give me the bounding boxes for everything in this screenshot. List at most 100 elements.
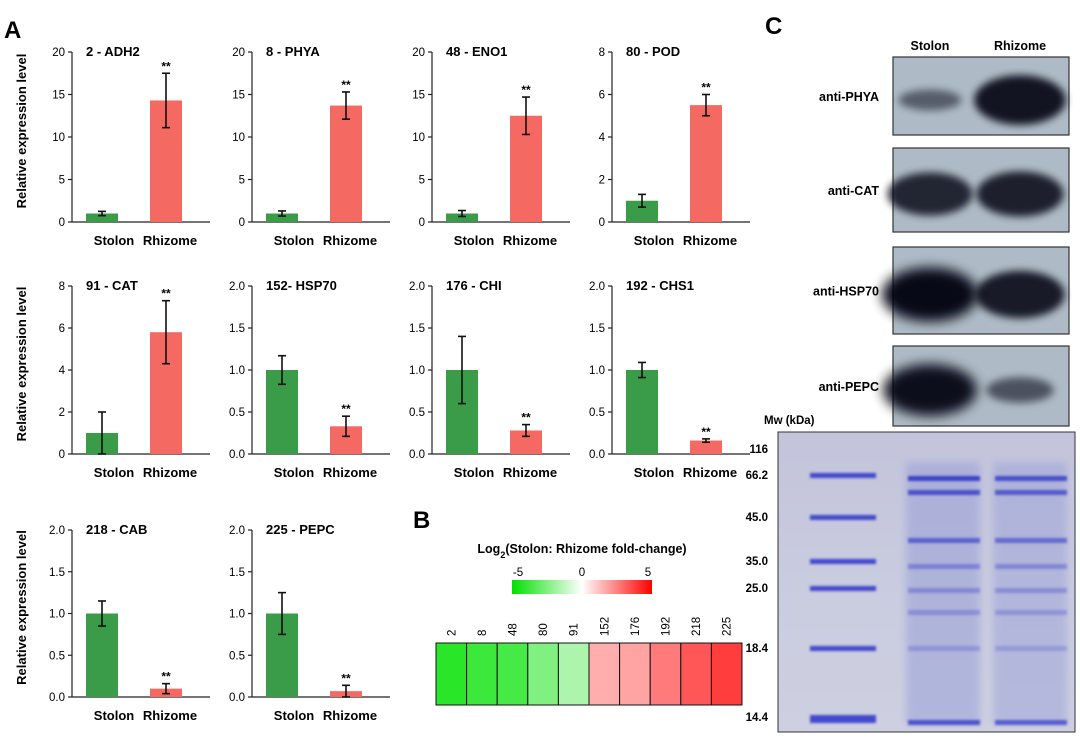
y-tick-label: 1.0 [229, 609, 245, 621]
category-label: Stolon [454, 233, 494, 248]
y-tick-label: 0.5 [409, 407, 425, 419]
y-tick-label: 0 [419, 217, 425, 229]
y-tick-label: 0.5 [49, 650, 65, 662]
y-tick-label: 0 [59, 217, 65, 229]
heatmap-column-label: 91 [569, 623, 581, 636]
y-tick-label: 4 [599, 132, 606, 144]
mw-marker-label: 25.0 [746, 583, 768, 595]
sample-band [908, 610, 980, 615]
heatmap-cell [619, 642, 651, 706]
mw-title: Mw (kDa) [764, 415, 815, 427]
significance-mark: ** [341, 402, 351, 416]
bar [86, 213, 118, 222]
ladder-band [810, 715, 876, 723]
y-tick-label: 2.0 [409, 281, 425, 293]
chart-title: 48 - ENO1 [446, 44, 507, 59]
bar [510, 430, 542, 454]
bar-chart: 0.0 0.5 1.0 1.5 2.0 192 - CHS1 Stolon ** Rhizome [589, 278, 750, 480]
y-tick-label: 0.5 [589, 407, 605, 419]
heatmap-cell [710, 642, 743, 706]
bar [626, 370, 658, 454]
heatmap-cell [680, 642, 712, 706]
heatmap-title-sub: 2 [500, 550, 505, 560]
category-label: Stolon [94, 233, 134, 248]
fold-change-heatmap: Log2(Stolon: Rhizome fold-change)-5 0 52 8 4… [435, 542, 743, 706]
y-axis-label: Relative expression level [14, 54, 29, 209]
significance-mark: ** [701, 81, 711, 95]
y-tick-label: 0.0 [229, 449, 245, 461]
blot-band [986, 377, 1054, 403]
y-tick-label: 1.0 [409, 365, 425, 377]
y-axis-label: Relative expression level [14, 530, 29, 685]
bar [86, 613, 118, 697]
bar-chart: 0 5 10 15 20 2 - ADH2 Stolon ** Rhizome Relative … [14, 44, 210, 248]
bar-chart: 0.0 0.5 1.0 1.5 2.0 152- HSP70 Stolon ** Rhizome [229, 278, 390, 480]
category-label: Rhizome [143, 465, 197, 480]
y-tick-label: 10 [52, 132, 65, 144]
coomassie-gel: Mw (kDa) 116 66.2 45.0 35.0 25.0 18.4 14.4 [746, 415, 1076, 733]
color-scale-label: 0 [579, 567, 585, 579]
mw-marker-label: 35.0 [746, 556, 768, 568]
y-tick-label: 1.0 [49, 609, 65, 621]
y-tick-label: 0.0 [409, 449, 425, 461]
bar [266, 213, 298, 222]
blot-row: anti-PEPC [819, 345, 1070, 427]
y-tick-label: 20 [52, 47, 65, 59]
y-tick-label: 1.0 [229, 365, 245, 377]
blot-label: anti-HSP70 [813, 285, 879, 299]
mw-marker-label: 45.0 [746, 512, 768, 524]
category-label: Stolon [454, 465, 494, 480]
blot-label: anti-PHYA [819, 90, 879, 104]
heatmap-column-label: 152 [599, 617, 611, 636]
heatmap-cell [496, 642, 529, 706]
y-tick-label: 10 [412, 132, 425, 144]
significance-mark: ** [521, 83, 531, 97]
y-tick-label: 1.5 [49, 567, 65, 579]
significance-mark: ** [161, 59, 171, 73]
y-tick-label: 2.0 [229, 525, 245, 537]
sample-band [908, 588, 980, 593]
heatmap-column-label: 2 [446, 630, 458, 636]
y-tick-label: 1.5 [409, 323, 425, 335]
significance-mark: ** [701, 425, 711, 439]
blot-label: anti-PEPC [819, 380, 879, 394]
heatmap-cell [588, 642, 621, 706]
y-tick-label: 20 [232, 47, 245, 59]
category-label: Stolon [274, 465, 314, 480]
sample-band [908, 490, 980, 495]
blot-band [974, 75, 1066, 125]
category-label: Stolon [634, 233, 674, 248]
bar-chart: 0.0 0.5 1.0 1.5 2.0 218 - CAB Stolon ** Rhizome R… [14, 522, 210, 723]
heatmap-cell [466, 642, 498, 706]
blot-column-label: Stolon [911, 39, 950, 53]
y-tick-label: 0.5 [229, 650, 245, 662]
chart-title: 192 - CHS1 [626, 278, 694, 293]
ladder-band [810, 646, 876, 651]
y-tick-label: 15 [412, 90, 425, 102]
heatmap-cell [435, 642, 468, 706]
chart-title: 218 - CAB [86, 522, 147, 537]
bar-chart: 0 5 10 15 20 48 - ENO1 Stolon ** Rhizome [412, 44, 570, 248]
category-label: Rhizome [323, 708, 377, 723]
chart-title: 8 - PHYA [266, 44, 320, 59]
heatmap-title: Log2(Stolon: Rhizome fold-change) [477, 542, 686, 560]
y-tick-label: 0 [239, 217, 245, 229]
y-tick-label: 1.5 [229, 323, 245, 335]
mw-marker-label: 116 [749, 444, 768, 456]
y-tick-label: 6 [599, 90, 605, 102]
y-tick-label: 8 [599, 47, 605, 59]
panel-label-c: C [765, 13, 782, 40]
sample-band [908, 476, 980, 481]
mw-marker-label: 14.4 [746, 712, 769, 724]
y-tick-label: 2.0 [49, 525, 65, 537]
sample-band [995, 720, 1067, 725]
ladder-band [810, 473, 876, 478]
blot-band [898, 89, 962, 111]
category-label: Rhizome [503, 233, 557, 248]
bar-chart: 0 5 10 15 20 8 - PHYA Stolon ** Rhizome [232, 44, 390, 248]
blot-band [976, 171, 1064, 217]
significance-mark: ** [161, 287, 171, 301]
bar [690, 105, 722, 222]
ladder-band [810, 559, 876, 564]
